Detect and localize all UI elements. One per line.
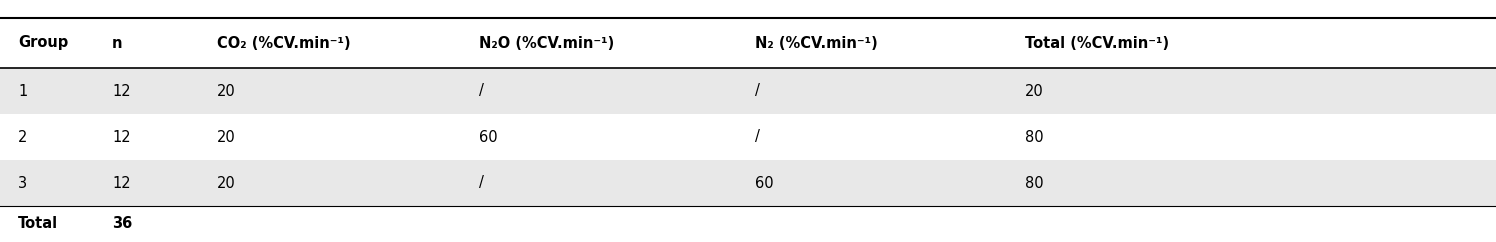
Text: Total (%CV.min⁻¹): Total (%CV.min⁻¹) bbox=[1025, 36, 1168, 51]
Text: Group: Group bbox=[18, 36, 69, 51]
FancyBboxPatch shape bbox=[0, 114, 1496, 160]
Text: N₂ (%CV.min⁻¹): N₂ (%CV.min⁻¹) bbox=[755, 36, 878, 51]
Text: /: / bbox=[479, 175, 483, 190]
Text: 80: 80 bbox=[1025, 175, 1043, 190]
FancyBboxPatch shape bbox=[0, 160, 1496, 206]
Text: 60: 60 bbox=[479, 129, 497, 144]
FancyBboxPatch shape bbox=[0, 68, 1496, 114]
Text: /: / bbox=[755, 129, 760, 144]
Text: 12: 12 bbox=[112, 83, 130, 98]
Text: 3: 3 bbox=[18, 175, 27, 190]
Text: 20: 20 bbox=[217, 83, 236, 98]
Text: 12: 12 bbox=[112, 129, 130, 144]
Text: Total: Total bbox=[18, 217, 58, 232]
Text: 20: 20 bbox=[1025, 83, 1044, 98]
Text: CO₂ (%CV.min⁻¹): CO₂ (%CV.min⁻¹) bbox=[217, 36, 350, 51]
Text: 20: 20 bbox=[217, 129, 236, 144]
Text: /: / bbox=[479, 83, 483, 98]
Text: 80: 80 bbox=[1025, 129, 1043, 144]
Text: N₂O (%CV.min⁻¹): N₂O (%CV.min⁻¹) bbox=[479, 36, 613, 51]
Text: 36: 36 bbox=[112, 217, 133, 232]
Text: /: / bbox=[755, 83, 760, 98]
Text: 20: 20 bbox=[217, 175, 236, 190]
Text: 12: 12 bbox=[112, 175, 130, 190]
Text: 1: 1 bbox=[18, 83, 27, 98]
Text: 2: 2 bbox=[18, 129, 27, 144]
Text: n: n bbox=[112, 36, 123, 51]
Text: 60: 60 bbox=[755, 175, 773, 190]
